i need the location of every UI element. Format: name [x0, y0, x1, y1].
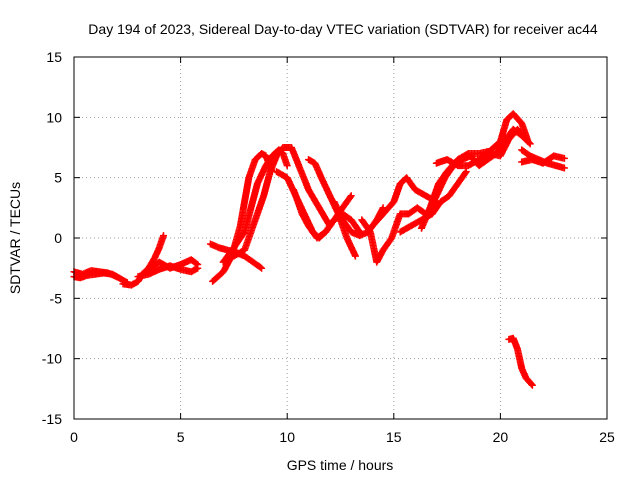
series-arc-n — [358, 204, 430, 266]
data-point — [560, 154, 568, 162]
y-tick-label: 5 — [54, 170, 62, 186]
data-point — [560, 164, 568, 172]
data-point — [462, 168, 470, 176]
x-tick-label: 5 — [177, 429, 185, 445]
data-point — [522, 135, 530, 143]
data-point — [461, 169, 469, 177]
data-point — [160, 232, 167, 240]
y-tick-label: -10 — [42, 351, 62, 367]
x-axis-label: GPS time / hours — [287, 457, 394, 473]
chart-title: Day 194 of 2023, Sidereal Day-to-day VTE… — [88, 21, 598, 37]
data-point — [283, 162, 291, 170]
x-tick-label: 10 — [279, 429, 295, 445]
data-point — [525, 139, 533, 147]
x-tick-label: 0 — [70, 429, 78, 445]
series-arc-v — [505, 334, 536, 389]
data-point — [521, 134, 529, 142]
series-arc-u — [518, 152, 568, 167]
data-point — [347, 192, 355, 200]
data-series — [70, 110, 568, 389]
y-tick-label: -15 — [42, 411, 62, 427]
y-tick-label: 10 — [46, 109, 62, 125]
y-axis-label: SDTVAR / TECUs — [7, 182, 23, 294]
data-point — [258, 264, 266, 272]
x-tick-label: 20 — [493, 429, 509, 445]
data-point — [526, 140, 534, 148]
series-arc-p — [396, 168, 470, 236]
series-arc-k — [290, 186, 364, 242]
series-arc-s — [432, 125, 530, 170]
data-point — [528, 380, 535, 388]
x-tick-label: 25 — [599, 429, 615, 445]
data-point — [346, 193, 354, 201]
data-point — [194, 261, 202, 268]
y-tick-label: 0 — [54, 230, 62, 246]
data-point — [351, 252, 359, 260]
data-point — [256, 263, 264, 271]
data-point — [113, 273, 121, 281]
y-tick-label: 15 — [46, 49, 62, 65]
series-arc-i — [206, 240, 266, 272]
ticks: 0 5 10 15 20 25 -15 -10 -5 0 5 10 15 — [42, 49, 615, 445]
data-point — [528, 381, 536, 389]
series-arc-h — [230, 144, 334, 260]
series-arc-b — [70, 267, 121, 281]
data-point — [193, 260, 201, 268]
x-tick-label: 15 — [386, 429, 402, 445]
y-tick-label: -5 — [50, 290, 63, 306]
series-arc-e — [145, 256, 202, 273]
